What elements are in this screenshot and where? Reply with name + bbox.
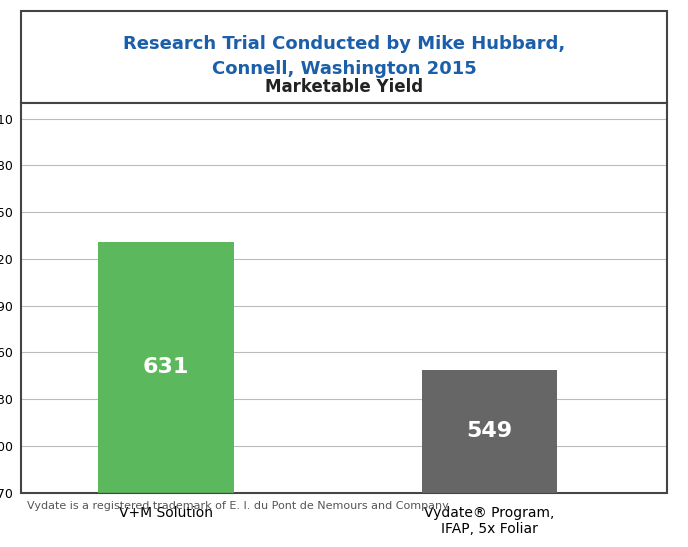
Bar xyxy=(98,242,234,493)
Bar xyxy=(422,370,557,493)
Title: Marketable Yield: Marketable Yield xyxy=(265,78,423,96)
FancyBboxPatch shape xyxy=(21,11,667,103)
Text: 549: 549 xyxy=(466,421,513,441)
Text: Research Trial Conducted by Mike Hubbard,
Connell, Washington 2015: Research Trial Conducted by Mike Hubbard… xyxy=(123,36,565,78)
Text: Vydate is a registered trademark of E. I. du Pont de Nemours and Company.: Vydate is a registered trademark of E. I… xyxy=(27,501,451,511)
Text: 631: 631 xyxy=(143,357,189,377)
